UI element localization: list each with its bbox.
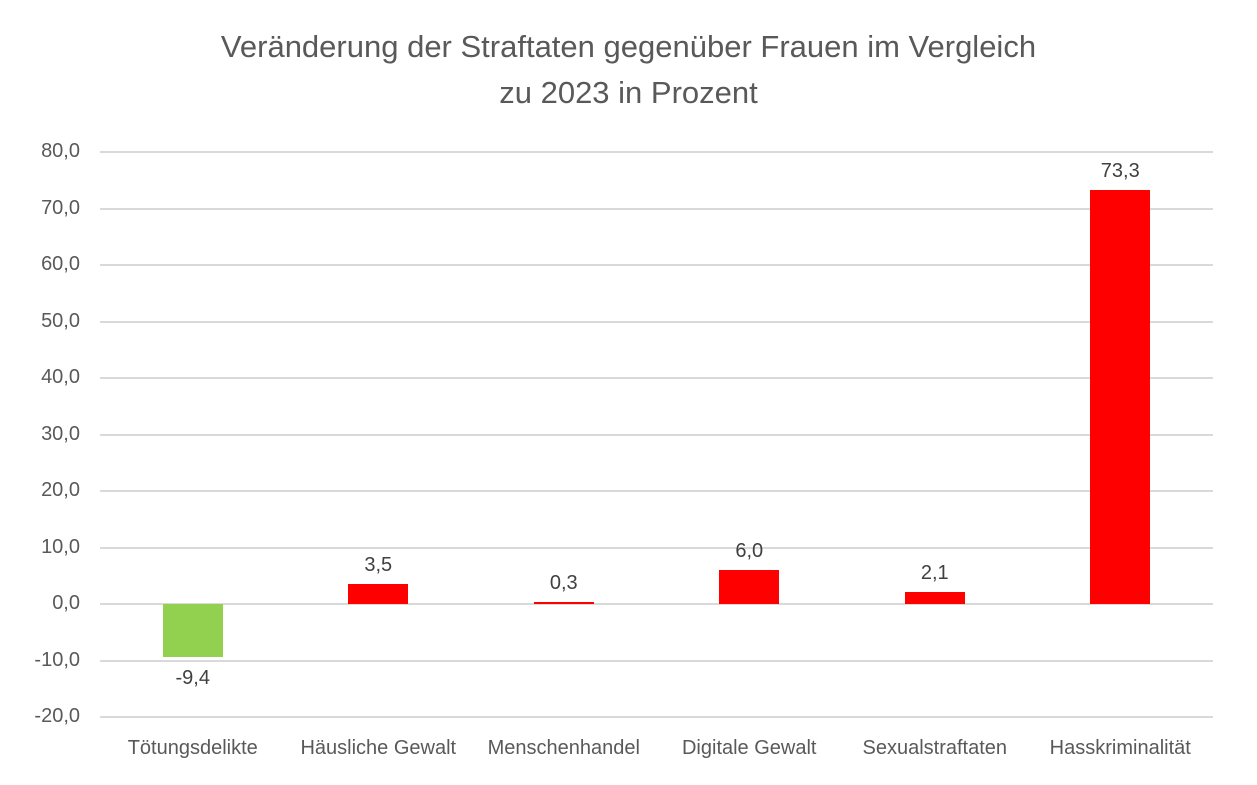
bar-menschenhandel bbox=[533, 602, 594, 604]
gridline-0,0 bbox=[100, 603, 1213, 605]
x-category-label: Hasskriminalität bbox=[1049, 737, 1191, 759]
y-tick-label: -20,0 bbox=[34, 705, 80, 727]
y-tick-label: -10,0 bbox=[34, 648, 80, 671]
y-tick-label: 70,0 bbox=[41, 196, 80, 219]
gridline--20,0 bbox=[100, 716, 1213, 718]
bar-sexualstraftaten bbox=[904, 592, 965, 604]
y-tick-label: 0,0 bbox=[52, 592, 80, 614]
chart-title: Veränderung der Straftaten gegenüber Fra… bbox=[0, 24, 1257, 116]
x-category-label: Digitale Gewalt bbox=[681, 737, 817, 759]
y-tick-label: 80,0 bbox=[41, 140, 80, 162]
data-label: -9,4 bbox=[175, 667, 210, 690]
data-label: 0,3 bbox=[549, 572, 578, 595]
gridline-10,0 bbox=[100, 546, 1213, 549]
bar-hasskriminalität bbox=[1090, 189, 1151, 604]
y-tick-label: 60,0 bbox=[41, 253, 80, 275]
gridline-70,0 bbox=[100, 207, 1213, 210]
gridline-60,0 bbox=[100, 264, 1213, 266]
x-category-label: Menschenhandel bbox=[487, 737, 640, 759]
y-tick-label: 50,0 bbox=[41, 309, 80, 332]
data-label: 73,3 bbox=[1100, 159, 1140, 182]
x-category-label: Häusliche Gewalt bbox=[300, 737, 457, 759]
bar-tötungsdelikte bbox=[162, 604, 223, 658]
x-category-label: Sexualstraftaten bbox=[862, 737, 1008, 759]
data-label: 2,1 bbox=[920, 562, 949, 585]
y-tick-label: 40,0 bbox=[41, 366, 80, 388]
gridline-80,0 bbox=[100, 151, 1213, 153]
gridline-50,0 bbox=[100, 320, 1213, 323]
y-tick-label: 20,0 bbox=[41, 479, 80, 501]
y-tick-label: 10,0 bbox=[41, 535, 80, 558]
data-label: 6,0 bbox=[735, 540, 764, 563]
y-tick-label: 30,0 bbox=[41, 422, 80, 445]
gridline--10,0 bbox=[100, 659, 1213, 662]
data-label: 3,5 bbox=[364, 554, 393, 577]
chart-title-line2: zu 2023 in Prozent bbox=[499, 75, 758, 110]
gridline-30,0 bbox=[100, 433, 1213, 436]
x-category-label: Tötungsdelikte bbox=[127, 737, 258, 759]
gridline-40,0 bbox=[100, 377, 1213, 379]
bar-häusliche-gewalt bbox=[348, 584, 409, 604]
gridline-20,0 bbox=[100, 490, 1213, 492]
chart-title-line1: Veränderung der Straftaten gegenüber Fra… bbox=[220, 29, 1037, 64]
bar-digitale-gewalt bbox=[719, 570, 780, 604]
